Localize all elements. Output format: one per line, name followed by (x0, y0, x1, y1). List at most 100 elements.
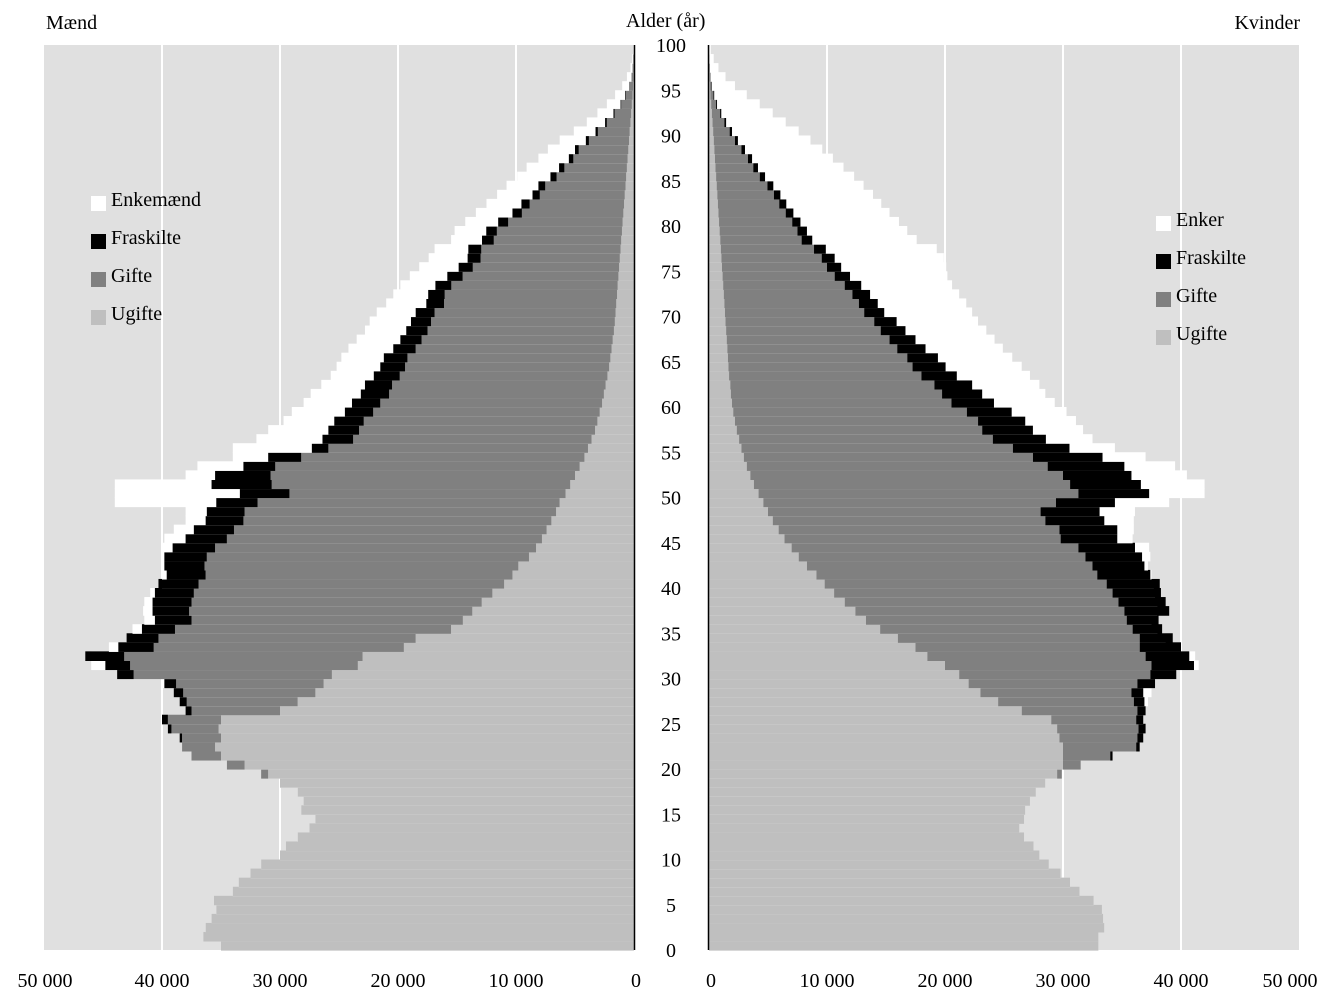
bar-Mænd-Ugifte-46 (546, 524, 634, 535)
bar-Kvinder-Fraskilte-33 (1139, 642, 1181, 652)
bar-Kvinder-Ugifte-54 (709, 452, 744, 462)
bar-Kvinder-Ugifte-21 (709, 750, 1063, 761)
bar-Mænd-Ugifte-54 (584, 452, 634, 462)
bar-Mænd-Ugifte-40 (504, 578, 634, 589)
bar-Kvinder-Gifte-66 (727, 343, 898, 354)
bar-Kvinder-Fraskilte-55 (1012, 443, 1070, 453)
bar-Kvinder-enke-99 (709, 45, 711, 55)
bar-Kvinder-Gifte-42 (806, 560, 1093, 571)
bar-Mænd-Gifte-25 (167, 714, 221, 725)
bar-Mænd-Fraskilte-72 (428, 289, 445, 299)
bar-Mænd-Ugifte-63 (607, 370, 634, 381)
bar-Kvinder-Ugifte-15 (709, 805, 1026, 815)
bar-Kvinder-Gifte-60 (732, 397, 952, 408)
bar-Kvinder-Ugifte-38 (709, 597, 845, 607)
bar-Mænd-Fraskilte-71 (426, 298, 445, 309)
bar-Kvinder-Ugifte-95 (709, 81, 710, 91)
bar-Kvinder-Ugifte-25 (709, 714, 1052, 725)
bar-Mænd-Fraskilte-49 (216, 497, 258, 508)
x-tick-label-left: 0 (631, 970, 641, 989)
bar-Kvinder-Fraskilte-60 (951, 397, 994, 408)
bar-Kvinder-Gifte-76 (721, 253, 822, 263)
bar-Kvinder-Fraskilte-83 (773, 189, 781, 200)
bar-Kvinder-Gifte-75 (721, 262, 827, 272)
bar-Mænd-Gifte-85 (556, 171, 627, 182)
bar-Mænd-Ugifte-6 (232, 886, 635, 897)
bar-Mænd-Ugifte-15 (301, 805, 634, 815)
bar-Mænd-Gifte-33 (153, 642, 404, 652)
bar-Kvinder-Gifte-41 (816, 569, 1098, 580)
bar-Kvinder-Ugifte-90 (709, 126, 714, 137)
bar-Mænd-Gifte-29 (176, 678, 324, 689)
bar-Mænd-Ugifte-86 (626, 162, 634, 173)
bar-Mænd-Fraskilte-40 (158, 578, 199, 589)
bar-Kvinder-Gifte-25 (1051, 714, 1137, 725)
bar-Kvinder-Ugifte-14 (709, 814, 1025, 824)
bar-Mænd-Ugifte-39 (492, 588, 634, 598)
bar-Kvinder-Gifte-94 (710, 90, 714, 100)
bar-Mænd-Ugifte-52 (575, 470, 634, 480)
bar-Kvinder-Gifte-32 (927, 651, 1146, 661)
bar-Kvinder-Fraskilte-53 (1047, 461, 1125, 471)
age-tick-label: 35 (661, 623, 681, 645)
age-tick-label: 55 (661, 442, 681, 464)
bar-Kvinder-Ugifte-84 (709, 180, 717, 191)
bar-Mænd-Gifte-81 (521, 207, 624, 218)
bar-Mænd-Ugifte-67 (612, 334, 634, 345)
bar-Mænd-Ugifte-85 (626, 171, 634, 182)
bar-Mænd-Fraskilte-33 (118, 642, 154, 652)
bar-Kvinder-Ugifte-10 (709, 850, 1040, 861)
bar-Kvinder-Ugifte-62 (709, 379, 731, 390)
age-tick-label: 100 (656, 35, 686, 57)
bar-Mænd-Ugifte-88 (628, 144, 634, 155)
bar-Kvinder-Fraskilte-76 (821, 253, 835, 263)
bar-Mænd-Gifte-97 (632, 63, 634, 73)
bar-Kvinder-Gifte-24 (1057, 723, 1139, 734)
bar-Mænd-Ugifte-27 (297, 696, 634, 707)
bar-Kvinder-Ugifte-45 (709, 533, 785, 544)
legend-item: Ugifte (91, 295, 201, 333)
bar-Kvinder-Ugifte-83 (709, 189, 718, 200)
bar-Mænd-Gifte-44 (215, 542, 537, 553)
bar-Mænd-Ugifte-87 (627, 153, 634, 164)
bar-Kvinder-enke-78 (709, 235, 917, 245)
bar-Mænd-Fraskilte-36 (154, 615, 192, 625)
bar-Kvinder-Ugifte-2 (709, 922, 1105, 933)
bar-Kvinder-Fraskilte-44 (1078, 542, 1135, 553)
bar-Kvinder-Ugifte-85 (709, 171, 717, 182)
bar-Kvinder-Ugifte-76 (709, 253, 722, 263)
bar-Mænd-Gifte-64 (405, 361, 610, 372)
bar-Mænd-Gifte-54 (301, 452, 585, 462)
bar-Mænd-enke-94 (615, 90, 634, 100)
bar-Mænd-Ugifte-4 (216, 904, 634, 915)
bar-Kvinder-Ugifte-81 (709, 207, 719, 218)
bar-Mænd-Ugifte-0 (221, 940, 634, 951)
bar-Kvinder-Fraskilte-59 (966, 407, 1012, 417)
age-tick-label: 15 (661, 804, 681, 826)
age-tick-label: 5 (666, 895, 676, 917)
bar-Mænd-Ugifte-77 (620, 244, 634, 254)
bar-Kvinder-Fraskilte-65 (907, 352, 938, 363)
bar-Mænd-Fraskilte-69 (410, 316, 432, 327)
bar-Mænd-Ugifte-7 (238, 877, 634, 888)
bar-Mænd-Ugifte-19 (268, 769, 634, 779)
bar-Mænd-Gifte-66 (415, 343, 612, 354)
age-tick-label: 25 (661, 714, 681, 736)
bar-Kvinder-Gifte-34 (897, 633, 1140, 643)
bar-Kvinder-Ugifte-52 (709, 470, 751, 480)
bar-Kvinder-Ugifte-41 (709, 569, 817, 580)
bar-Mænd-Ugifte-58 (597, 416, 634, 426)
bar-Kvinder-Ugifte-60 (709, 397, 733, 408)
bar-Kvinder-Gifte-88 (714, 144, 742, 155)
legend-item: Enker (1156, 201, 1246, 239)
age-tick-label: 40 (661, 578, 681, 600)
bar-Kvinder-Ugifte-30 (709, 669, 960, 680)
bar-Kvinder-Fraskilte-37 (1124, 606, 1170, 616)
bar-Kvinder-Ugifte-51 (709, 479, 754, 490)
bar-Kvinder-Ugifte-94 (709, 90, 711, 100)
bar-Kvinder-Gifte-56 (739, 434, 993, 444)
bar-Mænd-Fraskilte-48 (206, 506, 245, 517)
bar-Kvinder-Fraskilte-87 (747, 153, 753, 164)
bar-Mænd-Ugifte-24 (218, 723, 634, 734)
x-tick-label-left: 20 000 (371, 970, 426, 989)
